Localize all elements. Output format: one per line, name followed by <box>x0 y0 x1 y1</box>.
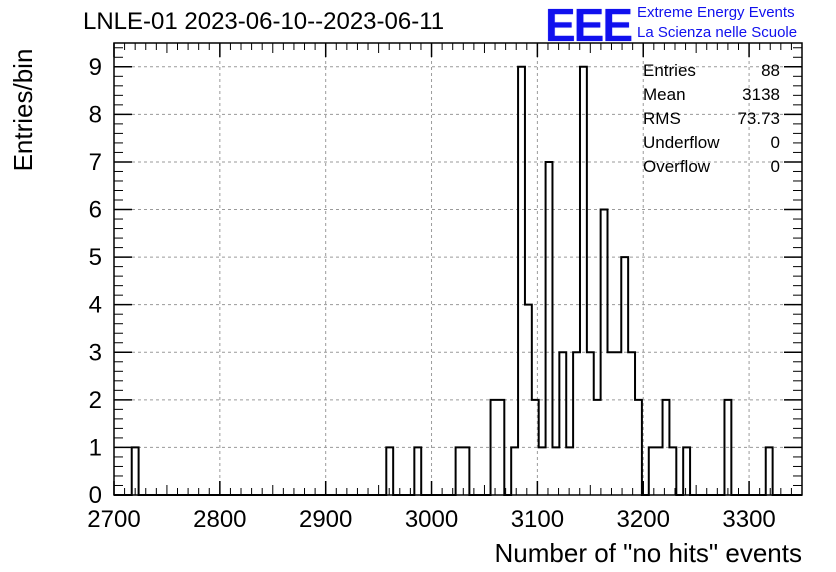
stats-label: Mean <box>643 85 686 104</box>
y-tick-label: 4 <box>89 292 102 319</box>
stats-label: Overflow <box>643 157 711 176</box>
stats-value: 73.73 <box>737 109 780 128</box>
histogram-bin <box>614 352 621 495</box>
histogram-bin <box>511 447 518 495</box>
histogram-bin <box>386 447 393 495</box>
histogram-bin <box>462 447 469 495</box>
histogram-bin <box>669 447 676 495</box>
y-tick-label: 8 <box>89 101 102 128</box>
plot-frame <box>113 42 803 496</box>
y-tick-label: 1 <box>89 434 102 461</box>
x-tick-label: 2900 <box>299 506 352 533</box>
chart-title: LNLE-01 2023-06-10--2023-06-11 <box>83 8 445 35</box>
y-tick-label: 0 <box>89 482 102 509</box>
histogram-bin <box>766 447 773 495</box>
histogram-bin <box>621 257 628 495</box>
stats-label: RMS <box>643 109 681 128</box>
histogram-bin <box>649 447 656 495</box>
stats-row-entries: Entries 88 <box>643 60 780 84</box>
eee-logo: EEE <box>545 0 633 51</box>
histogram-bin <box>456 447 463 495</box>
histogram-bin <box>628 352 635 495</box>
logo-line-1: Extreme Energy Events <box>637 4 795 21</box>
histogram-bin <box>414 447 421 495</box>
stats-row-rms: RMS 73.73 <box>643 108 780 132</box>
x-tick-label: 3200 <box>617 506 670 533</box>
x-tick-label: 3100 <box>511 506 564 533</box>
x-tick-label: 3300 <box>722 506 775 533</box>
y-axis-label: Entries/bin <box>8 49 38 172</box>
histogram-bin <box>580 67 587 495</box>
histogram-outline <box>114 65 802 496</box>
stats-value: 0 <box>770 133 780 152</box>
stats-value: 88 <box>761 61 780 80</box>
histogram-bin <box>683 447 690 495</box>
histogram-bin <box>608 352 615 495</box>
histogram-bin <box>539 447 546 495</box>
y-axis-ticks: 0 1 2 3 4 5 6 7 8 9 <box>89 47 802 509</box>
y-tick-label: 5 <box>89 244 102 271</box>
histogram-bin <box>552 447 559 495</box>
histogram-bin <box>132 447 139 495</box>
histogram-bin <box>559 352 566 495</box>
x-tick-label: 2700 <box>87 506 140 533</box>
stats-value: 0 <box>770 157 780 176</box>
stats-row-underflow: Underflow 0 <box>643 132 780 156</box>
y-tick-label: 3 <box>89 339 102 366</box>
grid-lines <box>114 43 802 495</box>
stats-box: Entries 88 Mean 3138 RMS 73.73 Underflow… <box>643 60 780 180</box>
stats-label: Entries <box>643 61 696 80</box>
stats-row-overflow: Overflow 0 <box>643 156 780 180</box>
histogram-bin <box>656 447 663 495</box>
histogram-bin <box>546 162 553 495</box>
stats-row-mean: Mean 3138 <box>643 84 780 108</box>
x-axis-ticks: 2700 2800 2900 3000 3100 3200 3300 <box>87 43 803 533</box>
histogram-bin <box>566 447 573 495</box>
histogram-bin <box>573 352 580 495</box>
stats-value: 3138 <box>742 85 780 104</box>
y-tick-label: 2 <box>89 387 102 414</box>
logo-line-2: La Scienza nelle Scuole <box>637 24 798 41</box>
y-tick-label: 6 <box>89 197 102 224</box>
stats-label: Underflow <box>643 133 720 152</box>
x-tick-label: 3000 <box>405 506 458 533</box>
x-axis-label: Number of "no hits" events <box>495 538 803 568</box>
x-tick-label: 2800 <box>193 506 246 533</box>
y-tick-label: 7 <box>89 149 102 176</box>
histogram-bin <box>518 67 525 495</box>
histogram-bin <box>587 352 594 495</box>
y-tick-label: 9 <box>89 54 102 81</box>
